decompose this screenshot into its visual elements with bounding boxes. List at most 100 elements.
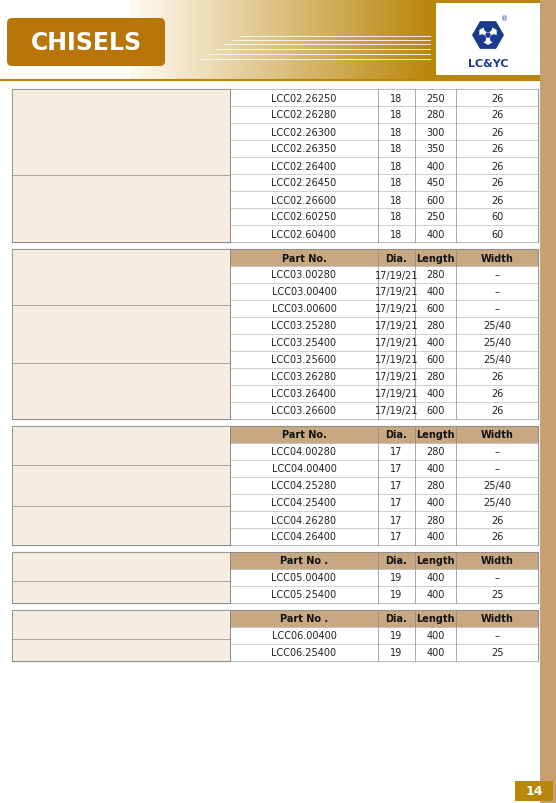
Bar (245, 0, 246, 80)
Text: 18: 18 (390, 93, 403, 104)
Bar (194, 0, 195, 80)
Bar (341, 0, 342, 80)
Bar (230, 300, 538, 318)
Bar (230, 627, 538, 644)
Text: Dia.: Dia. (386, 556, 408, 566)
Bar (411, 0, 412, 80)
Bar (230, 267, 538, 283)
Bar (313, 0, 314, 80)
Bar (180, 0, 181, 80)
Text: LCC02.26400: LCC02.26400 (271, 161, 336, 171)
Bar (391, 0, 392, 80)
Bar (199, 0, 200, 80)
Bar (190, 0, 191, 80)
Bar (195, 0, 196, 80)
Bar (12, 426, 230, 545)
Bar (230, 335, 538, 352)
Bar (335, 0, 336, 80)
Bar (295, 0, 296, 80)
Text: 280: 280 (426, 110, 445, 120)
Bar (390, 0, 391, 80)
Bar (436, 4, 540, 76)
Circle shape (486, 34, 490, 38)
Bar (155, 0, 156, 80)
Bar (413, 0, 414, 80)
Bar (230, 610, 538, 627)
Bar (369, 0, 370, 80)
Bar (415, 0, 416, 80)
Bar (230, 528, 538, 545)
Bar (157, 0, 158, 80)
Text: 400: 400 (426, 573, 445, 583)
Text: LCC04.26280: LCC04.26280 (271, 515, 336, 525)
Text: 19: 19 (390, 630, 403, 641)
Bar (339, 0, 340, 80)
Bar (230, 158, 538, 175)
Bar (423, 0, 424, 80)
Bar (303, 0, 304, 80)
Bar (270, 0, 271, 80)
Text: 250: 250 (426, 93, 445, 104)
Bar (159, 0, 160, 80)
Bar (230, 90, 538, 107)
Bar (418, 0, 419, 80)
Bar (185, 0, 186, 80)
Bar (230, 226, 538, 243)
Text: LCC03.00400: LCC03.00400 (271, 287, 336, 297)
Bar (405, 0, 406, 80)
Text: LCC03.25600: LCC03.25600 (271, 355, 336, 365)
Bar (298, 0, 299, 80)
Bar (154, 0, 155, 80)
Bar (12, 552, 230, 603)
Bar (325, 0, 326, 80)
Circle shape (484, 26, 492, 32)
Bar (345, 0, 346, 80)
Bar (241, 0, 242, 80)
Bar (167, 0, 168, 80)
Bar (376, 0, 377, 80)
Text: 17/19/21: 17/19/21 (375, 372, 418, 382)
Bar (219, 0, 220, 80)
Bar (290, 0, 291, 80)
Text: 17: 17 (390, 481, 403, 491)
Text: 280: 280 (426, 481, 445, 491)
Bar (230, 283, 538, 300)
Bar (177, 0, 178, 80)
Bar (182, 0, 183, 80)
Text: 600: 600 (426, 304, 445, 314)
Bar (188, 0, 189, 80)
Bar (414, 0, 415, 80)
Text: Part No .: Part No . (280, 613, 328, 624)
Text: LCC02.26350: LCC02.26350 (271, 145, 336, 154)
Bar (359, 0, 360, 80)
Bar (350, 0, 351, 80)
Bar (12, 610, 230, 661)
Text: Part No.: Part No. (282, 253, 326, 263)
Bar (216, 0, 217, 80)
Text: 26: 26 (491, 406, 503, 416)
Bar (271, 0, 272, 80)
Bar (230, 512, 538, 528)
Bar (178, 0, 179, 80)
Bar (312, 0, 313, 80)
Bar (422, 0, 423, 80)
Bar (12, 610, 230, 661)
Bar (12, 250, 230, 419)
Bar (429, 0, 430, 80)
Bar (386, 0, 387, 80)
Text: LCC02.60400: LCC02.60400 (271, 229, 336, 239)
Bar (426, 0, 427, 80)
Bar (360, 0, 361, 80)
Bar (302, 0, 303, 80)
Bar (242, 0, 243, 80)
Text: LCC06.00400: LCC06.00400 (271, 630, 336, 641)
Bar (308, 0, 309, 80)
Text: 26: 26 (491, 128, 503, 137)
Bar (284, 0, 285, 80)
Bar (427, 0, 428, 80)
Bar (232, 0, 233, 80)
Text: 26: 26 (491, 532, 503, 542)
Text: 280: 280 (426, 515, 445, 525)
Bar (138, 0, 139, 80)
Bar (363, 0, 364, 80)
